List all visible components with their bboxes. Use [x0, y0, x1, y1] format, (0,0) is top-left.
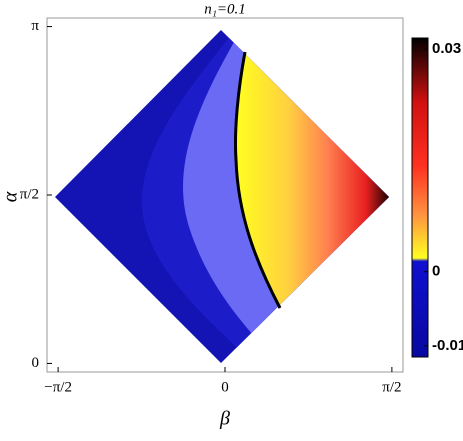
y-tick-label: π	[31, 18, 39, 34]
x-tick-label: 0	[221, 379, 229, 395]
colorbar-tick-label: -0.01	[432, 337, 463, 354]
chart-title: n₁=0.1	[204, 1, 246, 17]
colorbar	[411, 37, 429, 358]
contour-field	[55, 30, 389, 363]
x-axis-label: β	[219, 408, 230, 430]
x-tick-label: π/2	[382, 379, 401, 395]
colorbar-tick-label: 0.03	[432, 40, 461, 57]
y-tick-label: π/2	[20, 186, 39, 202]
colorbar-tick-label: 0	[432, 263, 440, 280]
y-axis-label: α	[0, 191, 22, 202]
y-tick-label: 0	[32, 355, 40, 371]
x-tick-label: −π/2	[44, 379, 72, 395]
zero-contour	[233, 51, 282, 309]
